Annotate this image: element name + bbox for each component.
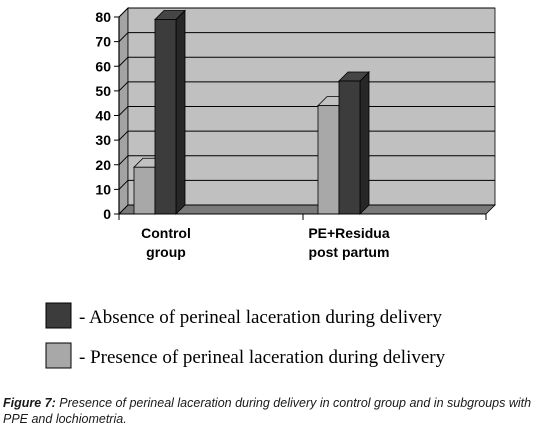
y-tick-label: 0: [103, 206, 111, 222]
gridline-wall: [118, 7, 129, 18]
y-tick-label: 10: [95, 181, 111, 197]
category-label: Control: [141, 225, 191, 241]
legend: - Absence of perineal laceration during …: [45, 302, 446, 369]
bars: [133, 9, 370, 215]
y-tick-label: 50: [95, 83, 111, 99]
bar-front: [317, 105, 340, 215]
bar-front: [338, 80, 361, 215]
bar: [154, 9, 186, 215]
caption-text: Presence of perineal laceration during d…: [3, 396, 532, 426]
bar: [338, 71, 370, 215]
y-tick-label: 80: [95, 9, 111, 25]
category-label: PE+Residua: [308, 225, 390, 241]
legend-label: - Absence of perineal laceration during …: [79, 307, 442, 328]
legend-label: - Presence of perineal laceration during…: [79, 347, 446, 368]
y-tick-label: 30: [95, 132, 111, 148]
gridline-wall: [118, 130, 129, 141]
gridline-wall: [118, 180, 129, 190]
category-label: post partum: [309, 244, 390, 260]
gridline-wall: [118, 204, 129, 215]
bar-front: [133, 166, 156, 215]
gridline-wall: [118, 81, 129, 92]
gridline-wall: [118, 106, 129, 116]
x-axis: Control group PE+Residua post partum: [141, 225, 390, 260]
figure-label: Figure 7:: [3, 396, 56, 410]
figure-caption: Figure 7: Presence of perineal laceratio…: [3, 395, 543, 427]
legend-swatch: [45, 342, 72, 369]
category-label: group: [146, 244, 186, 260]
chart: 0 10 20 30 40 50 60 70 80 Control group PE+Residua…: [45, 7, 496, 369]
y-tick-label: 60: [95, 58, 111, 74]
bar-side: [359, 71, 370, 215]
gridline-wall: [118, 56, 129, 67]
plot-area: [118, 7, 496, 215]
y-tick-label: 70: [95, 34, 111, 50]
y-axis: 0 10 20 30 40 50 60 70 80: [95, 9, 487, 222]
bar-front: [154, 19, 177, 215]
gridline-wall: [118, 32, 129, 42]
gridline-wall: [118, 155, 129, 166]
y-tick-label: 20: [95, 157, 111, 173]
y-tick-label: 40: [95, 108, 111, 124]
bar-side: [175, 9, 186, 215]
legend-swatch: [45, 302, 72, 329]
